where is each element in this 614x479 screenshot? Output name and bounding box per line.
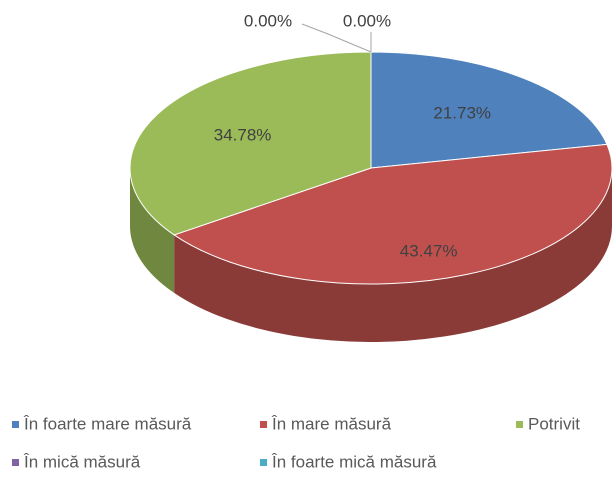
legend-marker bbox=[12, 421, 19, 428]
legend-label: În mică măsură bbox=[23, 452, 141, 471]
legend-label: În foarte mică măsură bbox=[271, 452, 437, 471]
legend-label: În mare măsură bbox=[271, 414, 392, 433]
data-label: 21.73% bbox=[433, 103, 491, 122]
slice-side bbox=[174, 168, 612, 342]
legend-marker bbox=[260, 421, 267, 428]
slice bbox=[370, 51, 608, 169]
slice bbox=[173, 143, 613, 285]
data-label: 43.47% bbox=[400, 241, 458, 260]
legend-marker bbox=[516, 421, 523, 428]
legend-marker bbox=[260, 459, 267, 466]
slice-side bbox=[130, 168, 175, 293]
legend-label: Potrivit bbox=[528, 414, 580, 433]
data-label: 34.78% bbox=[214, 125, 272, 144]
slice bbox=[129, 51, 372, 236]
data-label: 0.00% bbox=[343, 11, 391, 30]
leader-line bbox=[301, 23, 372, 53]
data-label: 0.00% bbox=[244, 11, 292, 30]
legend-label: În foarte mare măsură bbox=[23, 414, 192, 433]
legend-marker bbox=[12, 459, 19, 466]
